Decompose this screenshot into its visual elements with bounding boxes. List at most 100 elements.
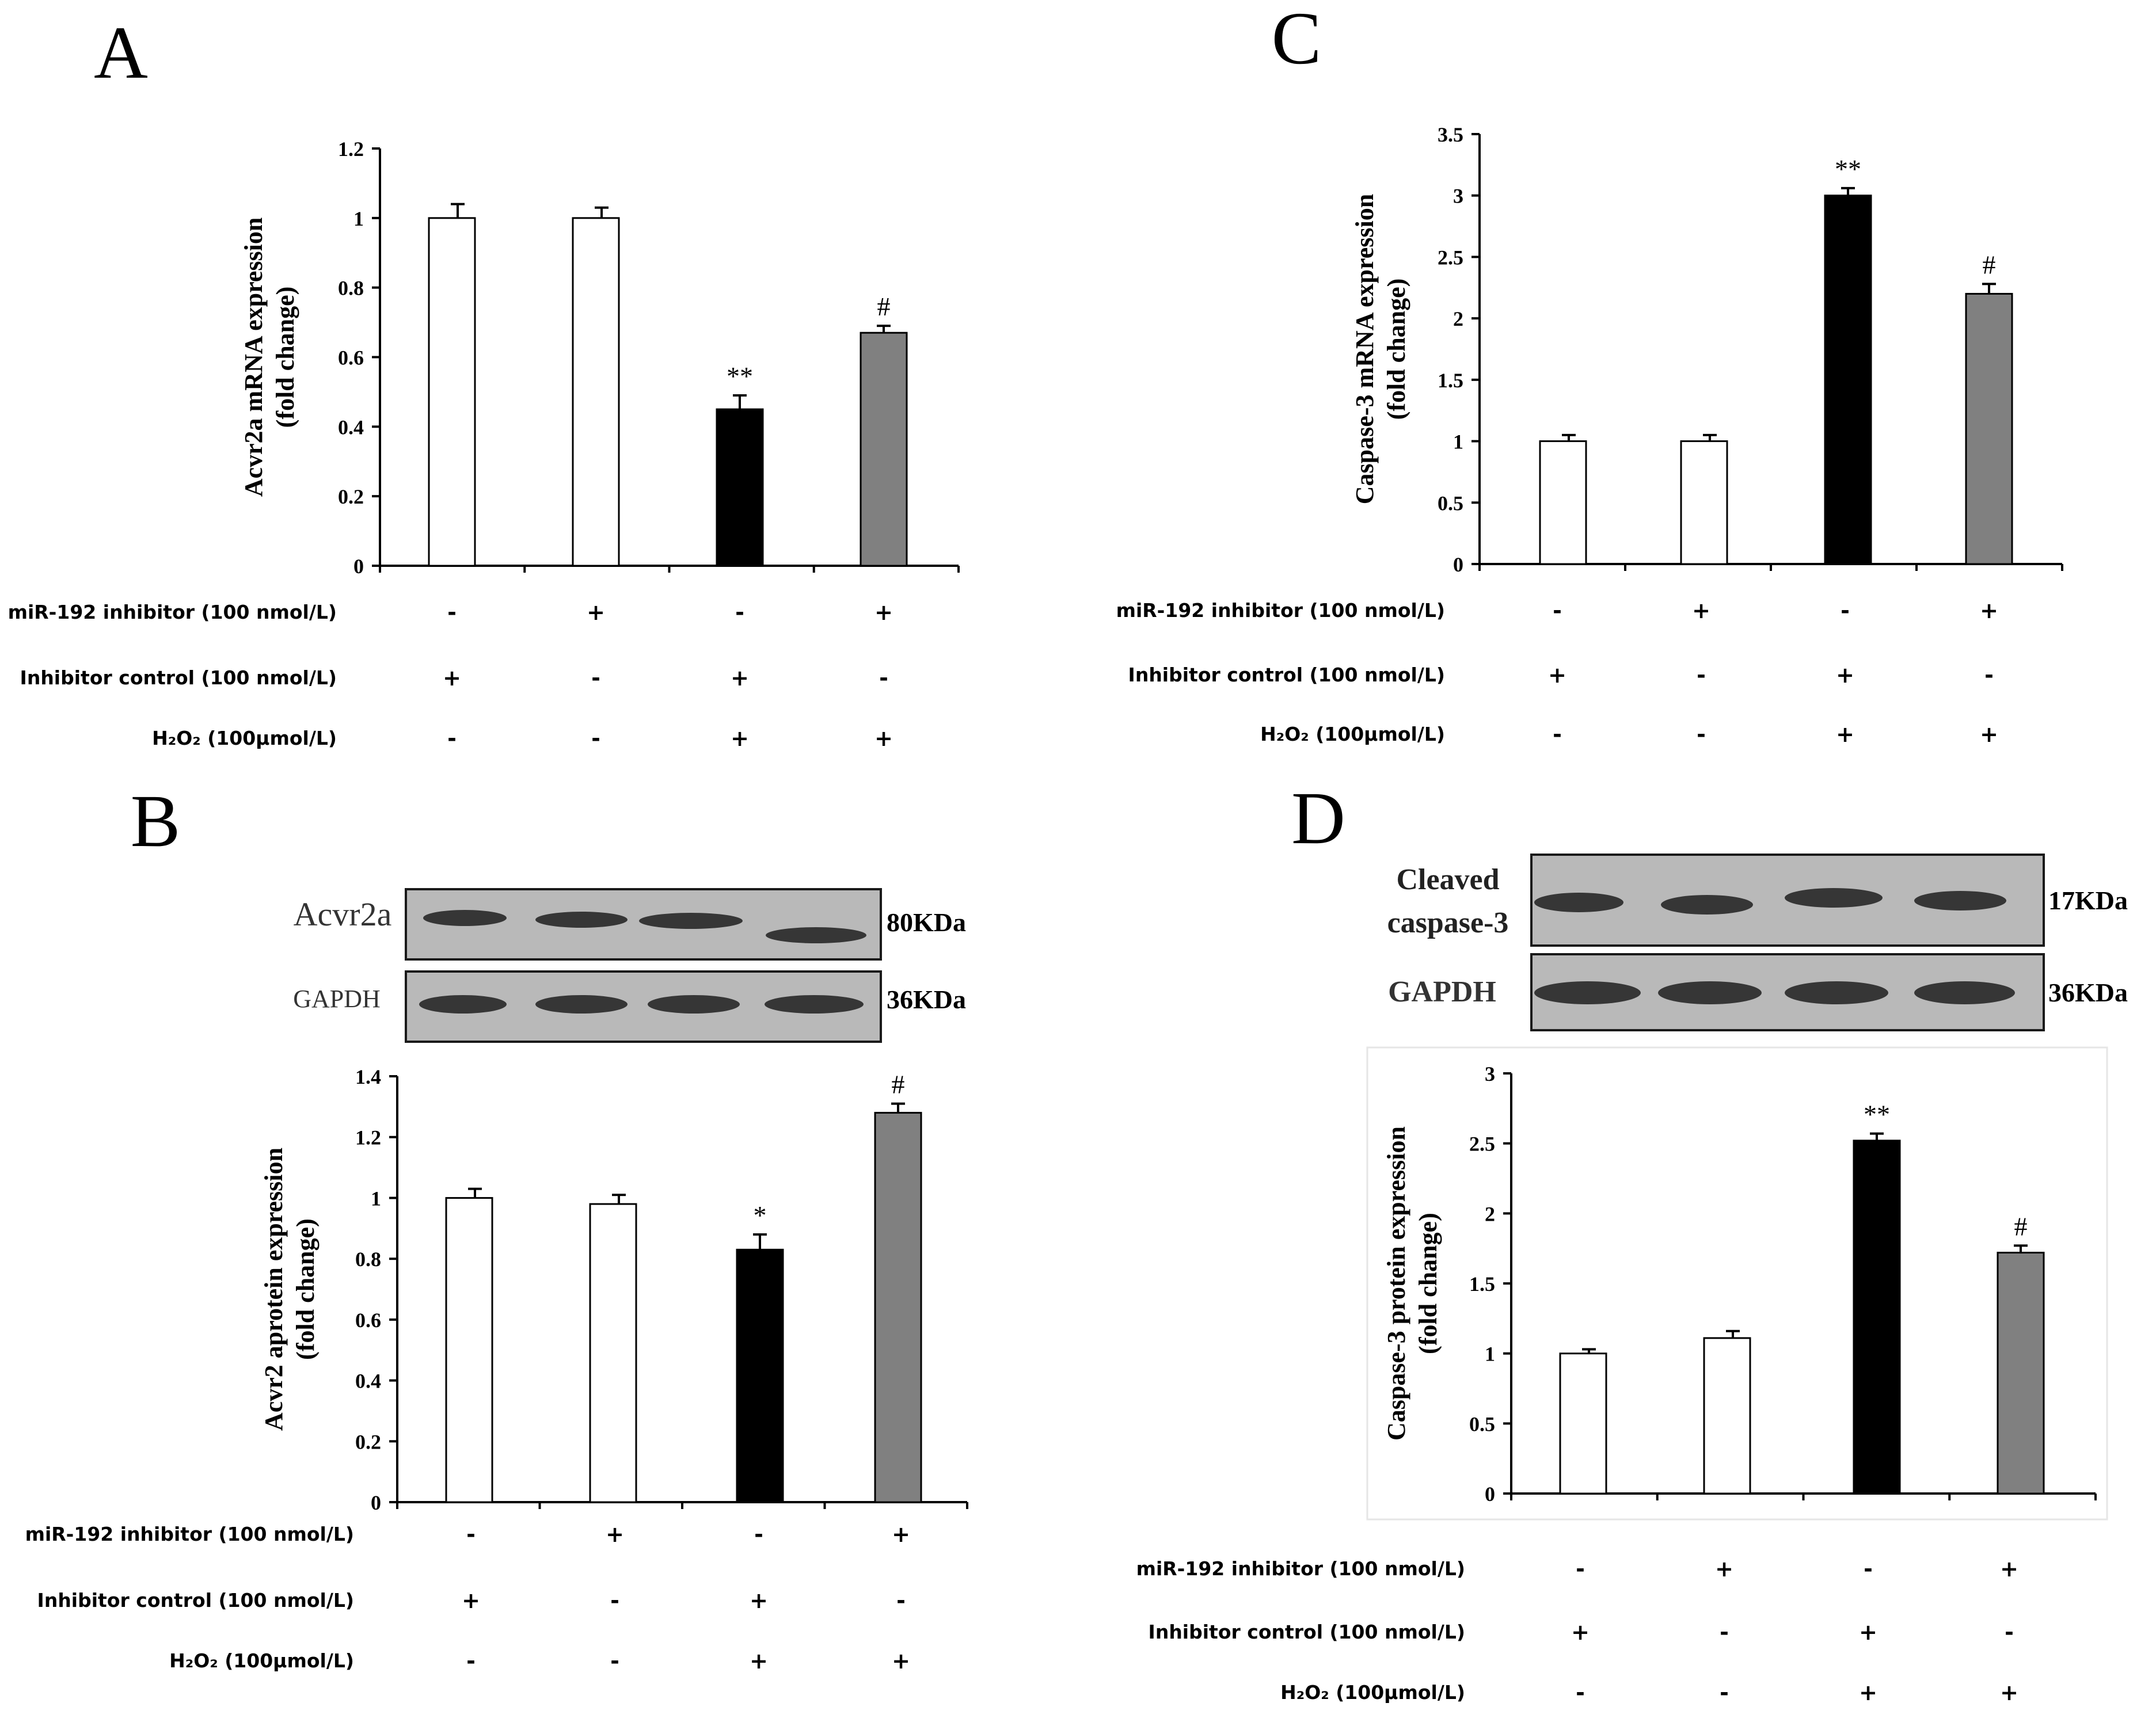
treatment-label: H₂O₂ (100μmol/L) [152,727,337,749]
blot-size-label: 80KDa [887,908,966,937]
treatment-label: Inhibitor control (100 nmol/L) [1128,664,1445,686]
treatment-sign: + [1548,662,1566,688]
bar [1965,292,2013,565]
western-blot: Cleaved caspase-3 17KDa GAPDH 36KDa [1387,854,2128,1031]
treatment-sign: - [1720,1620,1729,1645]
y-tick-label: 0.8 [338,277,364,300]
treatment-sign: + [1692,598,1710,623]
y-tick-label: 3.5 [1438,123,1463,146]
treatment-sign: - [1553,722,1562,747]
western-blot: Acvr2a 80KDa GAPDH 36KDa [293,888,966,1043]
treatment-sign: - [610,1648,619,1674]
y-tick-label: 1 [353,207,364,230]
panel-d: D Cleaved caspase-3 17KDa GAPDH 36KDa Caspase-… [1136,777,2128,1705]
significance-mark: # [1983,250,1996,279]
y-tick-label: 0 [353,555,364,578]
treatment-label: Inhibitor control (100 nmol/L) [20,666,337,689]
treatment-sign: - [1576,1680,1585,1705]
treatment-sign: + [750,1588,768,1613]
y-tick-label: 1.5 [1469,1273,1495,1296]
blot-row-label: GAPDH [293,985,381,1013]
blot-band [1661,895,1753,915]
treatment-sign: + [1836,722,1854,747]
blot-row-label: Acvr2a [294,896,392,933]
treatment-sign: - [2005,1620,2014,1645]
blot-band [766,927,866,943]
blot-band [423,910,507,926]
y-axis-label-line2: (fold change) [1382,279,1410,420]
significance-mark: ** [1864,1100,1890,1129]
treatment-sign: + [1980,722,1998,747]
bar [1997,1251,2045,1495]
blot-band [1914,891,2006,910]
y-tick-label: 0 [1485,1483,1495,1506]
blot-size-label: 36KDa [887,985,966,1014]
treatment-label: miR-192 inhibitor (100 nmol/L) [8,601,337,623]
y-tick-label: 0.6 [338,346,364,369]
y-tick-label: 0.8 [355,1248,381,1271]
treatment-sign: + [874,600,893,625]
treatment-sign: - [735,600,744,625]
blot-size-label: 17KDa [2048,886,2128,915]
y-tick-label: 1.5 [1438,369,1463,392]
blot-band [1785,888,1883,908]
treatment-sign: + [1859,1680,1877,1705]
blot-band [1785,981,1888,1004]
y-tick-label: 0.2 [355,1430,381,1453]
y-tick-label: 1 [1453,430,1463,454]
treatment-sign: + [750,1648,768,1674]
treatment-sign: - [896,1588,906,1613]
blot-band [639,913,743,929]
y-tick-label: 2 [1485,1202,1495,1225]
y-tick-label: 2.5 [1438,246,1463,269]
treatment-label: miR-192 inhibitor (100 nmol/L) [25,1523,354,1545]
treatment-sign: + [892,1648,910,1674]
y-tick-label: 1 [1485,1343,1495,1366]
blot-size-label: 36KDa [2048,978,2128,1007]
treatment-sign: - [1864,1556,1873,1582]
treatment-sign: - [1697,662,1706,688]
treatment-sign: + [443,665,461,691]
bar [716,408,764,567]
panel-letter: A [94,12,148,94]
treatment-sign: + [2000,1556,2018,1582]
treatment-sign: + [606,1522,624,1547]
treatment-label: Inhibitor control (100 nmol/L) [37,1589,354,1611]
treatment-sign: - [466,1522,476,1547]
bar [860,332,908,567]
treatment-sign: - [591,665,600,691]
y-tick-label: 1.4 [355,1065,381,1088]
blot-band [535,912,628,928]
blot-row-label: Cleaved [1396,863,1499,896]
bar [1703,1337,1751,1495]
treatment-sign: + [1980,598,1998,623]
treatment-label: H₂O₂ (100μmol/L) [169,1649,354,1672]
treatment-label: miR-192 inhibitor (100 nmol/L) [1136,1557,1465,1580]
bar [1539,440,1587,565]
treatment-sign: + [587,600,605,625]
y-tick-label: 0.5 [1438,492,1463,515]
significance-mark: ** [727,361,753,391]
treatment-sign: - [1984,662,1994,688]
y-axis-label: Caspase-3 mRNA expression [1351,194,1379,504]
y-tick-label: 0.2 [338,485,364,508]
blot-band [1534,893,1623,912]
treatment-sign: - [447,600,457,625]
bar [589,1203,637,1503]
treatment-sign: - [1553,598,1562,623]
bar [1680,440,1728,565]
bar [572,217,620,567]
treatment-sign: - [1576,1556,1585,1582]
treatment-sign: - [466,1648,476,1674]
treatment-label: miR-192 inhibitor (100 nmol/L) [1116,599,1445,622]
blot-row-label: GAPDH [1388,976,1496,1008]
y-tick-label: 3 [1453,185,1463,208]
treatment-sign: + [892,1522,910,1547]
y-axis-label-line2: (fold change) [1414,1213,1442,1354]
treatment-sign: + [462,1588,480,1613]
y-tick-label: 0.4 [338,416,364,439]
treatment-sign: + [2000,1680,2018,1705]
y-axis-label: Acvr2a mRNA expression [239,218,268,497]
treatment-sign: + [731,726,749,751]
plot-frame-d [1366,1046,2108,1521]
